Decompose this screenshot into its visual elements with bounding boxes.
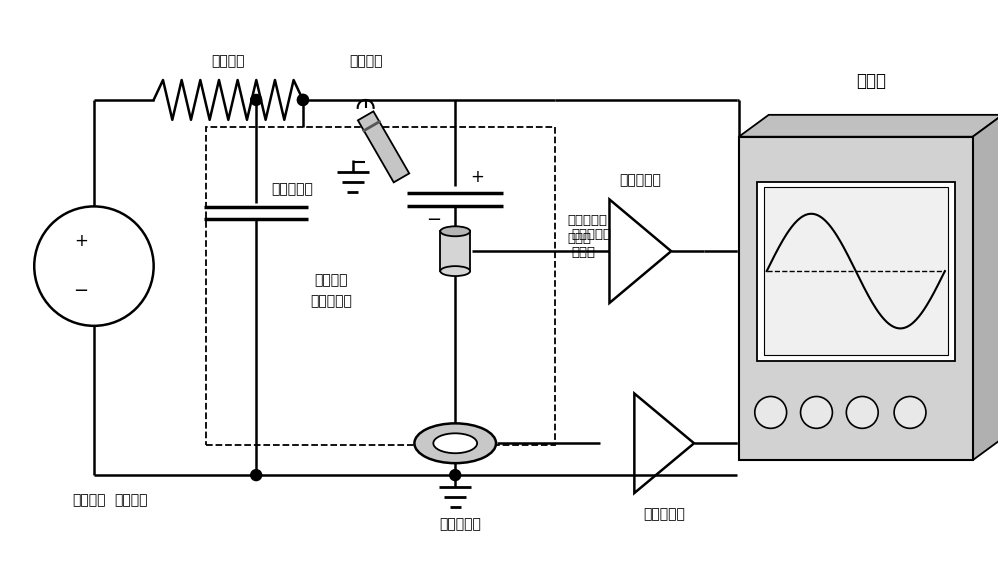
Text: −: − xyxy=(426,211,441,229)
Bar xyxy=(764,188,948,354)
Ellipse shape xyxy=(440,266,470,276)
Text: 保护电阵: 保护电阵 xyxy=(212,54,245,68)
Polygon shape xyxy=(973,115,1000,460)
Ellipse shape xyxy=(440,227,470,236)
Circle shape xyxy=(755,396,787,428)
Text: 高压探头: 高压探头 xyxy=(349,54,382,68)
Ellipse shape xyxy=(433,433,477,453)
Text: 金属化膜
电容器试样: 金属化膜 电容器试样 xyxy=(310,274,352,309)
Circle shape xyxy=(450,469,461,480)
Polygon shape xyxy=(358,112,409,182)
Circle shape xyxy=(251,469,262,480)
Polygon shape xyxy=(739,115,1000,137)
Text: +: + xyxy=(74,232,88,250)
Circle shape xyxy=(297,95,308,105)
Bar xyxy=(440,231,470,271)
Circle shape xyxy=(251,95,262,105)
Text: 示波器: 示波器 xyxy=(856,72,886,90)
Bar xyxy=(757,181,955,361)
Text: +: + xyxy=(470,167,484,185)
Circle shape xyxy=(297,95,308,105)
Circle shape xyxy=(894,396,926,428)
Bar xyxy=(206,127,555,445)
Ellipse shape xyxy=(414,424,496,463)
Text: 并联电容器: 并联电容器 xyxy=(271,182,313,196)
Text: 宽带声信号
传感器: 宽带声信号 传感器 xyxy=(572,228,612,259)
Text: 第二放大器: 第二放大器 xyxy=(619,174,661,188)
Text: 直流电源: 直流电源 xyxy=(72,493,106,507)
Text: 电流传感器: 电流传感器 xyxy=(439,517,481,531)
Text: 第一放大器: 第一放大器 xyxy=(643,507,685,521)
Text: −: − xyxy=(73,282,89,300)
Circle shape xyxy=(801,396,832,428)
Text: 直流电源: 直流电源 xyxy=(114,493,147,507)
Circle shape xyxy=(846,396,878,428)
Bar xyxy=(739,137,973,460)
Text: 宿带声信号
传感器: 宿带声信号 传感器 xyxy=(568,214,608,245)
